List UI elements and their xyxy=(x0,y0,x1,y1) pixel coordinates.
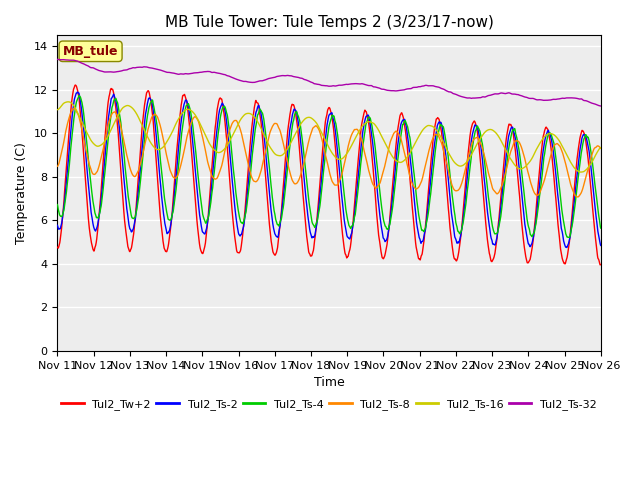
Bar xyxy=(58,264,601,307)
Y-axis label: Temperature (C): Temperature (C) xyxy=(15,142,28,244)
Text: MB_tule: MB_tule xyxy=(63,45,118,58)
Title: MB Tule Tower: Tule Temps 2 (3/23/17-now): MB Tule Tower: Tule Temps 2 (3/23/17-now… xyxy=(164,15,493,30)
Bar xyxy=(58,177,601,220)
Bar xyxy=(58,133,601,177)
Bar xyxy=(58,90,601,133)
Bar xyxy=(58,220,601,264)
Bar xyxy=(58,3,601,46)
Bar xyxy=(58,307,601,351)
Legend: Tul2_Tw+2, Tul2_Ts-2, Tul2_Ts-4, Tul2_Ts-8, Tul2_Ts-16, Tul2_Ts-32: Tul2_Tw+2, Tul2_Ts-2, Tul2_Ts-4, Tul2_Ts… xyxy=(57,395,602,415)
Bar xyxy=(58,46,601,90)
X-axis label: Time: Time xyxy=(314,376,344,389)
